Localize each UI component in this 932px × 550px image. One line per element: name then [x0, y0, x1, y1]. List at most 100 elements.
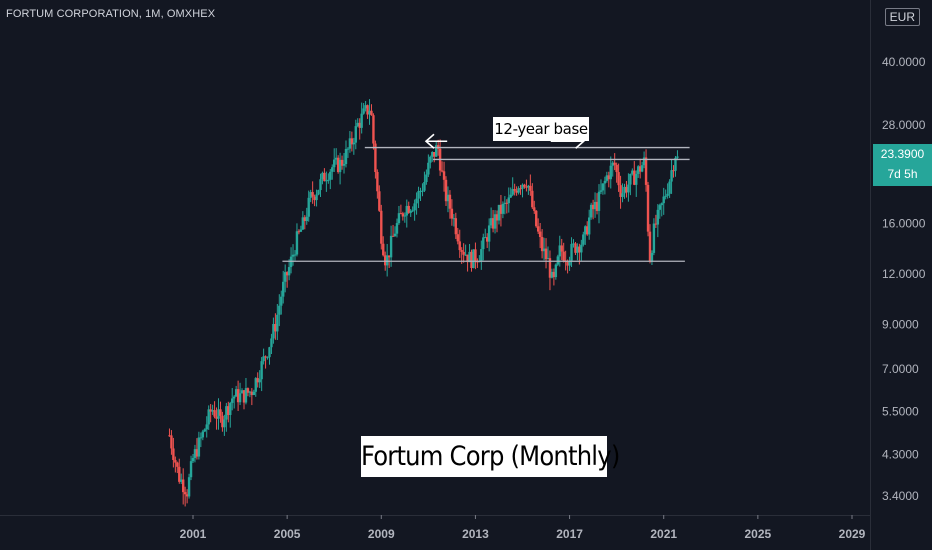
currency-label[interactable]: EUR: [884, 8, 920, 26]
candle-body: [674, 157, 677, 171]
candle-body: [578, 246, 581, 253]
candle-body: [472, 249, 475, 269]
candle-body: [323, 172, 326, 182]
candle-body: [287, 267, 291, 276]
candle-body: [576, 246, 579, 253]
candle-body: [566, 262, 569, 266]
candle-body: [609, 165, 612, 180]
candle-body: [378, 191, 381, 211]
candle-body: [221, 415, 224, 428]
horizontal-lines-layer: [282, 146, 690, 262]
candle-body: [454, 218, 458, 235]
candle-body: [480, 249, 483, 262]
candle-body: [242, 390, 246, 403]
candle-body: [570, 243, 573, 261]
price-tick-label: 9.0000: [882, 318, 919, 332]
candle-body: [266, 357, 269, 359]
candle-body: [350, 138, 354, 145]
candle-body: [623, 186, 626, 194]
candle-body: [485, 237, 489, 242]
candle-body: [256, 378, 259, 383]
candle-body: [246, 388, 250, 393]
candle-body: [348, 138, 352, 149]
candle-body: [232, 396, 236, 399]
candle-body: [538, 231, 542, 237]
candle-body: [533, 207, 536, 211]
candle-body: [244, 388, 248, 403]
candles-layer: [168, 99, 679, 507]
candle-body: [276, 314, 279, 332]
candle-body: [407, 205, 410, 213]
candle-body: [464, 254, 467, 256]
candle-body: [536, 226, 540, 232]
candle-body: [366, 105, 369, 115]
candle-body: [325, 180, 328, 182]
candle-body: [501, 203, 505, 214]
candle-body: [213, 410, 216, 417]
candle-body: [460, 250, 463, 252]
time-tick-label: 2029: [839, 527, 866, 541]
candle-body: [611, 162, 614, 166]
candle-body: [525, 186, 528, 188]
candle-body: [568, 260, 571, 266]
candle-body: [231, 398, 234, 403]
price-tick-label: 4.3000: [882, 448, 919, 462]
candle-body: [466, 254, 469, 263]
candle-body: [613, 162, 616, 165]
candle-body: [295, 231, 299, 255]
candle-body: [342, 163, 346, 166]
candle-body: [589, 204, 593, 218]
candle-body: [587, 217, 591, 235]
candle-body: [470, 251, 473, 269]
candle-body: [446, 194, 450, 202]
candle-body: [668, 181, 671, 194]
candle-body: [272, 323, 275, 339]
candle-body: [582, 234, 585, 245]
candle-body: [270, 338, 273, 348]
candle-body: [223, 419, 226, 428]
candle-body: [648, 231, 652, 262]
candle-body: [670, 170, 673, 182]
candle-body: [425, 174, 428, 182]
candle-body: [203, 429, 206, 432]
time-axis[interactable]: 2001 2005 2009 2013 2017 2021 2025 2029: [180, 515, 866, 541]
candle-body: [205, 424, 208, 430]
candle-body: [207, 409, 210, 425]
bar-countdown: 7d 5h: [887, 167, 918, 181]
candle-body: [556, 256, 560, 265]
symbol-title[interactable]: FORTUM CORPORATION, 1M, OMXHEX: [6, 8, 216, 20]
candle-body: [548, 258, 552, 278]
candle-body: [550, 271, 554, 278]
candle-body: [178, 466, 181, 482]
candle-body: [572, 243, 575, 245]
candle-body: [423, 181, 426, 191]
candle-body: [370, 110, 373, 116]
candle-body: [489, 218, 493, 226]
candle-body: [382, 243, 385, 256]
candle-body: [631, 170, 634, 174]
candle-body: [650, 252, 654, 262]
candle-body: [574, 243, 577, 253]
candle-body: [393, 233, 397, 237]
candle-body: [450, 208, 454, 219]
candle-body: [417, 191, 420, 199]
candle-body: [625, 186, 628, 193]
candle-body: [652, 223, 656, 253]
candle-body: [462, 251, 465, 255]
time-tick-label: 2009: [368, 527, 395, 541]
price-axis[interactable]: 40.0000 28.0000 16.0000 12.0000 9.0000 7.0000…: [882, 55, 926, 503]
candle-body: [523, 184, 526, 187]
candle-body: [487, 225, 491, 242]
candle-body: [593, 201, 597, 210]
candle-body: [170, 435, 173, 449]
price-tick-label: 16.0000: [882, 216, 926, 230]
candle-body: [405, 205, 408, 216]
candle-body: [329, 171, 332, 180]
candle-body: [387, 255, 391, 258]
candle-body: [278, 305, 281, 315]
candle-body: [519, 188, 522, 190]
candle-body: [433, 152, 436, 157]
time-tick-label: 2021: [650, 527, 677, 541]
candle-body: [662, 196, 665, 204]
candle-body: [293, 254, 297, 256]
